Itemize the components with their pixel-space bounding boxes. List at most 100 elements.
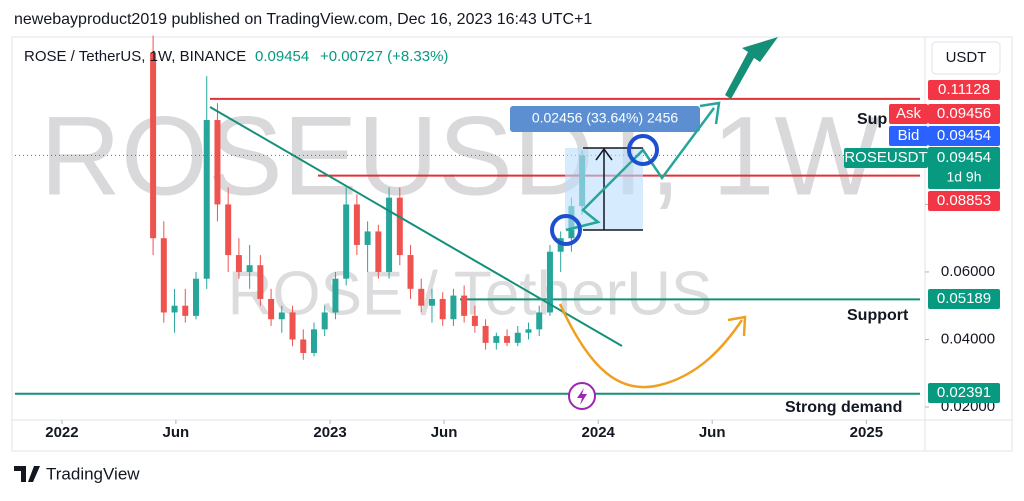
candle-body [246,265,253,272]
candle-body [504,336,511,343]
brand-logo [14,466,40,482]
candle-body [450,295,457,320]
big-arrow [725,37,778,99]
candle-body [278,312,285,320]
watermark: ROSEUSDT, 1W ROSE / TetherUS [40,94,880,329]
candle-body [289,312,296,340]
candle-body [375,231,382,272]
price-tag-value [928,147,1000,189]
candle-body [471,315,478,326]
watermark-main: ROSEUSDT, 1W [40,94,880,219]
annotation: Support [847,307,909,324]
chart-frame [11,36,1013,452]
price-tag-countdown: 1d 9h [946,169,981,185]
published-line: newebayproduct2019 published on TradingV… [14,11,592,28]
candle-body [514,332,521,343]
candle-body [150,52,157,239]
candle-body [396,197,403,256]
candle-body [353,204,360,245]
price-tag-value [928,191,1000,211]
price-tag-label: 0.09456 [937,105,991,122]
y-tick-label: 0.06000 [941,263,995,280]
legend-symbol: ROSE / TetherUS, 1W, BINANCE [24,48,246,65]
candle-body [203,120,210,279]
legend-change: +0.00727 (+8.33%) [320,48,448,65]
candle-body [536,312,543,330]
candle-body [386,197,393,272]
x-tick-label: Jun [431,424,458,441]
x-tick-label: Jun [699,424,726,441]
candle-body [546,251,553,313]
projection-path [565,107,716,232]
price-tag-label: 0.09454 [937,149,991,166]
trend-line [209,106,623,347]
event-bolt [577,388,587,405]
candle-body [160,238,167,313]
candle-body [418,288,425,306]
price-tag-name-bg [889,104,928,124]
annotation: Strong demand [785,399,902,416]
price-tag-name-bg [889,126,928,146]
x-tick-label: 2022 [45,424,78,441]
price-tag-value [928,383,1000,403]
price-tag-name-bg [844,148,928,168]
curve-arrowhead [727,315,747,337]
candle-body [439,298,446,320]
x-tick-label: 2023 [313,424,346,441]
candle-body [171,305,178,313]
candle-body [182,305,189,316]
x-tick-label: 2024 [582,424,616,441]
x-tick-label: Jun [163,424,190,441]
price-tag-value [928,289,1000,309]
candle-body [268,298,275,320]
candle-body [525,329,532,333]
currency-button[interactable] [931,41,1001,75]
footer: TradingView [14,464,140,483]
price-tag-label: 0.05189 [937,290,991,307]
projection-arrowhead [699,101,721,125]
candle-body [257,265,264,299]
brand-name: TradingView [46,464,140,483]
price-tag-value [928,80,1000,100]
candle-body [214,120,221,205]
price-tag-name: Ask [896,105,922,122]
measure-label: 0.02456 (33.64%) 2456 [532,110,679,126]
candle-body [461,295,468,316]
marker-circle [550,214,582,246]
candle-body [428,298,435,306]
curve-arrow [558,303,744,389]
candle-body [332,278,339,313]
price-tag-name: ROSEUSDT [844,149,927,166]
y-tick-label: 0.04000 [941,330,995,347]
measure-arrowhead [595,147,613,161]
annotation: Sup [857,111,887,128]
candle-body [364,231,371,245]
price-tag-label: 0.09454 [937,127,991,144]
candle-body [343,204,350,279]
legend: ROSE / TetherUS, 1W, BINANCE 0.09454 +0.… [24,48,448,65]
price-tag-label: 0.11128 [938,81,990,98]
price-tag-value [928,104,1000,124]
legend-price: 0.09454 [255,48,309,65]
candle-body [300,339,307,353]
price-tag-value [928,126,1000,146]
currency-label[interactable]: USDT [946,49,987,66]
candle-body [321,312,328,330]
price-tag-label: 0.02391 [937,384,991,401]
candle-body [310,329,317,353]
candle-body [193,278,199,316]
candle-body [482,325,489,343]
price-tag-label: 0.08853 [937,192,991,209]
drawings: 0.02456 (33.64%) 2456 [209,37,778,410]
candle-body [493,336,500,343]
x-tick-label: 2025 [850,424,883,441]
price-tags: 0.11128 0.09456 Ask 0.09454 Bid 0.09454 1d 9h R… [844,80,1000,403]
measure-box [510,106,700,132]
candle-body [407,255,414,289]
marker-circle [627,134,659,166]
price-tag-name: Bid [898,127,920,144]
watermark-sub: ROSE / TetherUS [228,259,713,328]
candle-body [225,204,232,256]
